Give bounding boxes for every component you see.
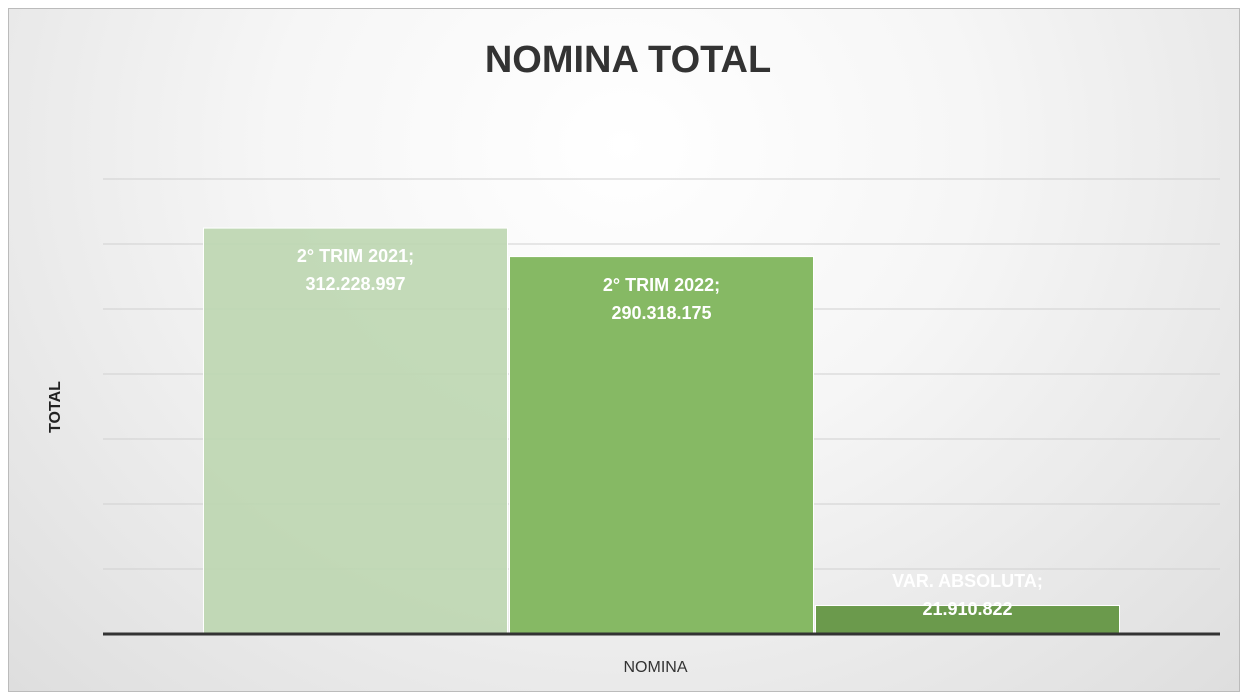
data-label: 2° TRIM 2022; 290.318.175 bbox=[602, 274, 721, 323]
bar bbox=[815, 605, 1120, 635]
chart-title: NOMINA TOTAL bbox=[485, 39, 771, 81]
x-tick-label: NOMINA bbox=[624, 659, 688, 676]
data-label: 2° TRIM 2021; 312.228.997 bbox=[296, 246, 415, 295]
bar bbox=[509, 256, 814, 635]
data-label: VAR. ABSOLUTA; 21.910.822 bbox=[892, 571, 1043, 619]
y-axis-title: TOTAL bbox=[47, 381, 64, 433]
